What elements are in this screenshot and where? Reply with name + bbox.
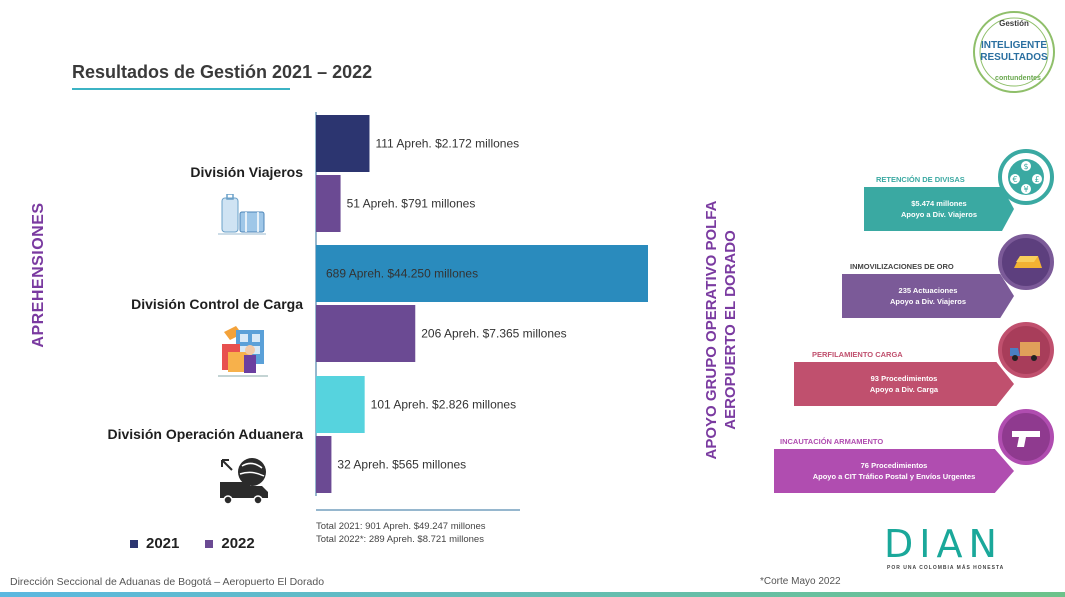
total-2022: Total 2022*: 289 Apreh. $8.721 millones xyxy=(316,534,484,545)
total-2021: Total 2021: 901 Apreh. $49.247 millones xyxy=(316,521,486,532)
bar-2021-1 xyxy=(316,115,370,172)
legend-label-2021: 2021 xyxy=(146,535,180,552)
bar-2021-2 xyxy=(316,245,648,302)
polfa-label-line2: AEROPUERTO EL DORADO xyxy=(722,230,739,430)
bar-label-2022-1: 51 Apreh. $791 millones xyxy=(347,197,476,211)
support-line2: Apoyo a Div. Viajeros xyxy=(901,210,977,219)
svg-text:INTELIGENTE: INTELIGENTE xyxy=(981,40,1047,51)
legend-item-2022: 2022 xyxy=(205,535,255,552)
chart-legend: 2021 2022 xyxy=(130,535,255,552)
division-control-carga-label: División Control de Carga xyxy=(131,296,303,312)
bar-label-2022-3: 32 Apreh. $565 millones xyxy=(337,458,466,472)
svg-text:£: £ xyxy=(1034,175,1039,184)
polfa-label-line1: APOYO GRUPO OPERATIVO POLFA xyxy=(703,200,720,460)
support-item-retencion-divisas: RETENCIÓN DE DIVISAS $5.474 millones Apo… xyxy=(780,145,1060,235)
support-line1: $5.474 millones xyxy=(911,199,967,208)
polfa-vertical-label: APOYO GRUPO OPERATIVO POLFA AEROPUERTO E… xyxy=(702,180,740,480)
bar-2022-1 xyxy=(316,175,341,232)
luggage-icon xyxy=(218,194,266,235)
customs-truck-icon xyxy=(220,458,268,505)
gold-bar-icon xyxy=(998,234,1054,290)
support-line2: Apoyo a CIT Tráfico Postal y Envíos Urge… xyxy=(812,472,976,481)
legend-item-2021: 2021 xyxy=(130,535,179,552)
support-title: PERFILAMIENTO CARGA xyxy=(812,350,903,359)
svg-text:RESULTADOS: RESULTADOS xyxy=(980,52,1048,63)
footnote: *Corte Mayo 2022 xyxy=(760,576,841,587)
support-line1: 76 Procedimientos xyxy=(860,461,928,470)
svg-text:$: $ xyxy=(1023,162,1028,171)
support-line1: 93 Procedimientos xyxy=(870,374,938,383)
footer-line xyxy=(0,592,1065,597)
bar-2021-3 xyxy=(316,376,365,433)
title-underline xyxy=(72,88,290,90)
svg-text:€: € xyxy=(1012,175,1017,184)
support-title: INCAUTACIÓN ARMAMENTO xyxy=(780,437,884,446)
gestion-inteligente-seal-icon: Gestión INTELIGENTE RESULTADOS contunden… xyxy=(973,11,1055,93)
bar-2022-3 xyxy=(316,436,332,493)
footer-text: Dirección Seccional de Aduanas de Bogotá… xyxy=(10,576,325,588)
truck-icon xyxy=(998,322,1054,378)
legend-swatch-2022 xyxy=(205,539,214,548)
support-title: RETENCIÓN DE DIVISAS xyxy=(876,175,965,184)
division-viajeros-label: División Viajeros xyxy=(190,164,303,180)
legend-swatch-2021 xyxy=(130,539,138,548)
support-ribbon: 76 Procedimientos Apoyo a CIT Tráfico Po… xyxy=(774,449,1014,493)
dian-logo: DIAN xyxy=(884,525,1003,565)
pistol-icon xyxy=(998,409,1054,465)
support-item-incautacion-armamento: INCAUTACIÓN ARMAMENTO 76 Procedimientos … xyxy=(770,405,1060,495)
support-line1: 235 Actuaciones xyxy=(898,286,958,295)
bar-label-2021-1: 111 Apreh. $2.172 millones xyxy=(375,137,519,151)
support-ribbon: 235 Actuaciones Apoyo a Div. Viajeros xyxy=(842,274,1014,318)
support-item-perfilamiento-carga: PERFILAMIENTO CARGA 93 Procedimientos Ap… xyxy=(780,318,1060,408)
support-line2: Apoyo a Div. Carga xyxy=(869,385,939,394)
bar-2022-2 xyxy=(316,305,416,362)
support-title: INMOVILIZACIONES DE ORO xyxy=(850,262,954,271)
support-ribbon: 93 Procedimientos Apoyo a Div. Carga xyxy=(794,362,1014,406)
cargo-handling-icon xyxy=(218,326,268,377)
svg-text:¥: ¥ xyxy=(1023,185,1028,194)
support-item-inmovilizaciones-oro: INMOVILIZACIONES DE ORO 235 Actuaciones … xyxy=(780,230,1060,320)
support-ribbon: $5.474 millones Apoyo a Div. Viajeros xyxy=(864,187,1014,231)
totals-note: Total 2021: 901 Apreh. $49.247 millones … xyxy=(316,520,486,546)
bar-label-2022-2: 206 Apreh. $7.365 millones xyxy=(421,327,566,341)
svg-text:contundentes: contundentes xyxy=(995,75,1041,82)
bar-label-2021-3: 101 Apreh. $2.826 millones xyxy=(371,398,516,412)
svg-text:DIAN: DIAN xyxy=(884,525,1003,565)
legend-label-2022: 2022 xyxy=(221,535,255,552)
page-title: Resultados de Gestión 2021 – 2022 xyxy=(72,62,373,82)
svg-text:Gestión: Gestión xyxy=(999,19,1029,28)
bar-label-2021-2: 689 Apreh. $44.250 millones xyxy=(326,267,478,281)
currency-exchange-icon: $ € £ ¥ xyxy=(998,149,1054,205)
division-operacion-aduanera-label: División Operación Aduanera xyxy=(107,426,303,442)
dian-tagline: POR UNA COLOMBIA MÁS HONESTA xyxy=(887,565,1005,571)
support-line2: Apoyo a Div. Viajeros xyxy=(890,297,966,306)
